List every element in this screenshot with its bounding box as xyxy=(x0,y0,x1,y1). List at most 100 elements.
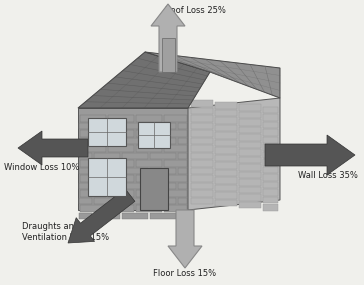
Bar xyxy=(164,160,187,166)
Bar xyxy=(239,157,261,163)
Bar xyxy=(122,182,148,189)
Bar xyxy=(164,175,187,182)
Bar xyxy=(239,112,261,118)
Bar xyxy=(263,137,278,143)
Bar xyxy=(215,192,237,199)
Bar xyxy=(108,190,134,196)
Bar xyxy=(191,100,213,107)
FancyArrow shape xyxy=(265,135,355,175)
Bar xyxy=(263,182,278,188)
Bar xyxy=(108,160,134,166)
Bar xyxy=(108,130,134,137)
Bar xyxy=(164,190,187,196)
Bar xyxy=(215,102,237,109)
Bar xyxy=(239,149,261,156)
Bar xyxy=(239,194,261,201)
Bar xyxy=(191,168,213,174)
Bar xyxy=(191,145,213,152)
Bar xyxy=(94,182,120,189)
Bar xyxy=(94,152,120,159)
Bar xyxy=(94,213,120,219)
Bar xyxy=(191,138,213,144)
Bar xyxy=(79,123,92,129)
Bar xyxy=(215,200,237,206)
Bar xyxy=(263,197,278,203)
Polygon shape xyxy=(78,108,188,210)
Bar xyxy=(164,115,187,121)
Bar xyxy=(94,198,120,204)
Bar xyxy=(191,160,213,167)
Bar xyxy=(150,182,176,189)
FancyArrow shape xyxy=(168,210,202,268)
Polygon shape xyxy=(78,52,210,108)
Bar xyxy=(150,152,176,159)
Bar xyxy=(178,182,187,189)
Bar xyxy=(79,198,92,204)
Bar xyxy=(239,172,261,178)
Bar xyxy=(191,198,213,204)
Bar xyxy=(239,180,261,186)
Bar xyxy=(178,137,187,144)
Bar xyxy=(108,115,134,121)
Bar xyxy=(178,168,187,174)
Bar xyxy=(215,147,237,154)
Bar xyxy=(150,123,176,129)
Bar xyxy=(164,130,187,137)
Bar xyxy=(80,145,106,152)
Text: Wall Loss 35%: Wall Loss 35% xyxy=(298,170,358,180)
Bar xyxy=(263,152,278,158)
Bar xyxy=(178,213,187,219)
Bar xyxy=(239,127,261,133)
Bar xyxy=(150,198,176,204)
Bar xyxy=(191,183,213,189)
Bar xyxy=(215,125,237,131)
Bar xyxy=(79,168,92,174)
Bar xyxy=(162,38,175,72)
Bar xyxy=(136,190,162,196)
FancyArrow shape xyxy=(68,189,135,243)
Bar xyxy=(79,137,92,144)
Bar xyxy=(215,162,237,169)
Bar xyxy=(239,119,261,126)
Bar xyxy=(263,174,278,181)
Bar xyxy=(239,142,261,148)
Polygon shape xyxy=(145,52,280,98)
Bar xyxy=(178,152,187,159)
Bar xyxy=(138,122,170,148)
Bar xyxy=(178,123,187,129)
Bar xyxy=(136,115,162,121)
Bar xyxy=(80,175,106,182)
Bar xyxy=(263,144,278,150)
Bar xyxy=(136,130,162,137)
Bar xyxy=(239,187,261,194)
Bar xyxy=(136,160,162,166)
Bar xyxy=(215,177,237,184)
Bar xyxy=(164,205,187,211)
Bar xyxy=(122,123,148,129)
Bar xyxy=(122,152,148,159)
Bar xyxy=(80,190,106,196)
Bar xyxy=(191,123,213,129)
Bar xyxy=(215,155,237,161)
Bar xyxy=(239,104,261,111)
Bar xyxy=(263,166,278,173)
Bar xyxy=(80,160,106,166)
Polygon shape xyxy=(162,40,175,75)
Bar xyxy=(80,130,106,137)
Bar xyxy=(263,129,278,136)
Text: Roof Loss 25%: Roof Loss 25% xyxy=(165,6,225,15)
Bar xyxy=(164,145,187,152)
Bar xyxy=(263,159,278,166)
FancyArrow shape xyxy=(151,4,185,72)
Bar xyxy=(79,182,92,189)
Bar xyxy=(108,145,134,152)
Text: Window Loss 10%: Window Loss 10% xyxy=(4,164,79,172)
Bar xyxy=(191,115,213,122)
Bar xyxy=(239,135,261,141)
Bar xyxy=(136,175,162,182)
Text: Floor Loss 15%: Floor Loss 15% xyxy=(154,269,217,278)
Bar xyxy=(263,114,278,121)
Bar xyxy=(215,132,237,139)
Bar xyxy=(215,185,237,191)
Bar xyxy=(191,175,213,182)
